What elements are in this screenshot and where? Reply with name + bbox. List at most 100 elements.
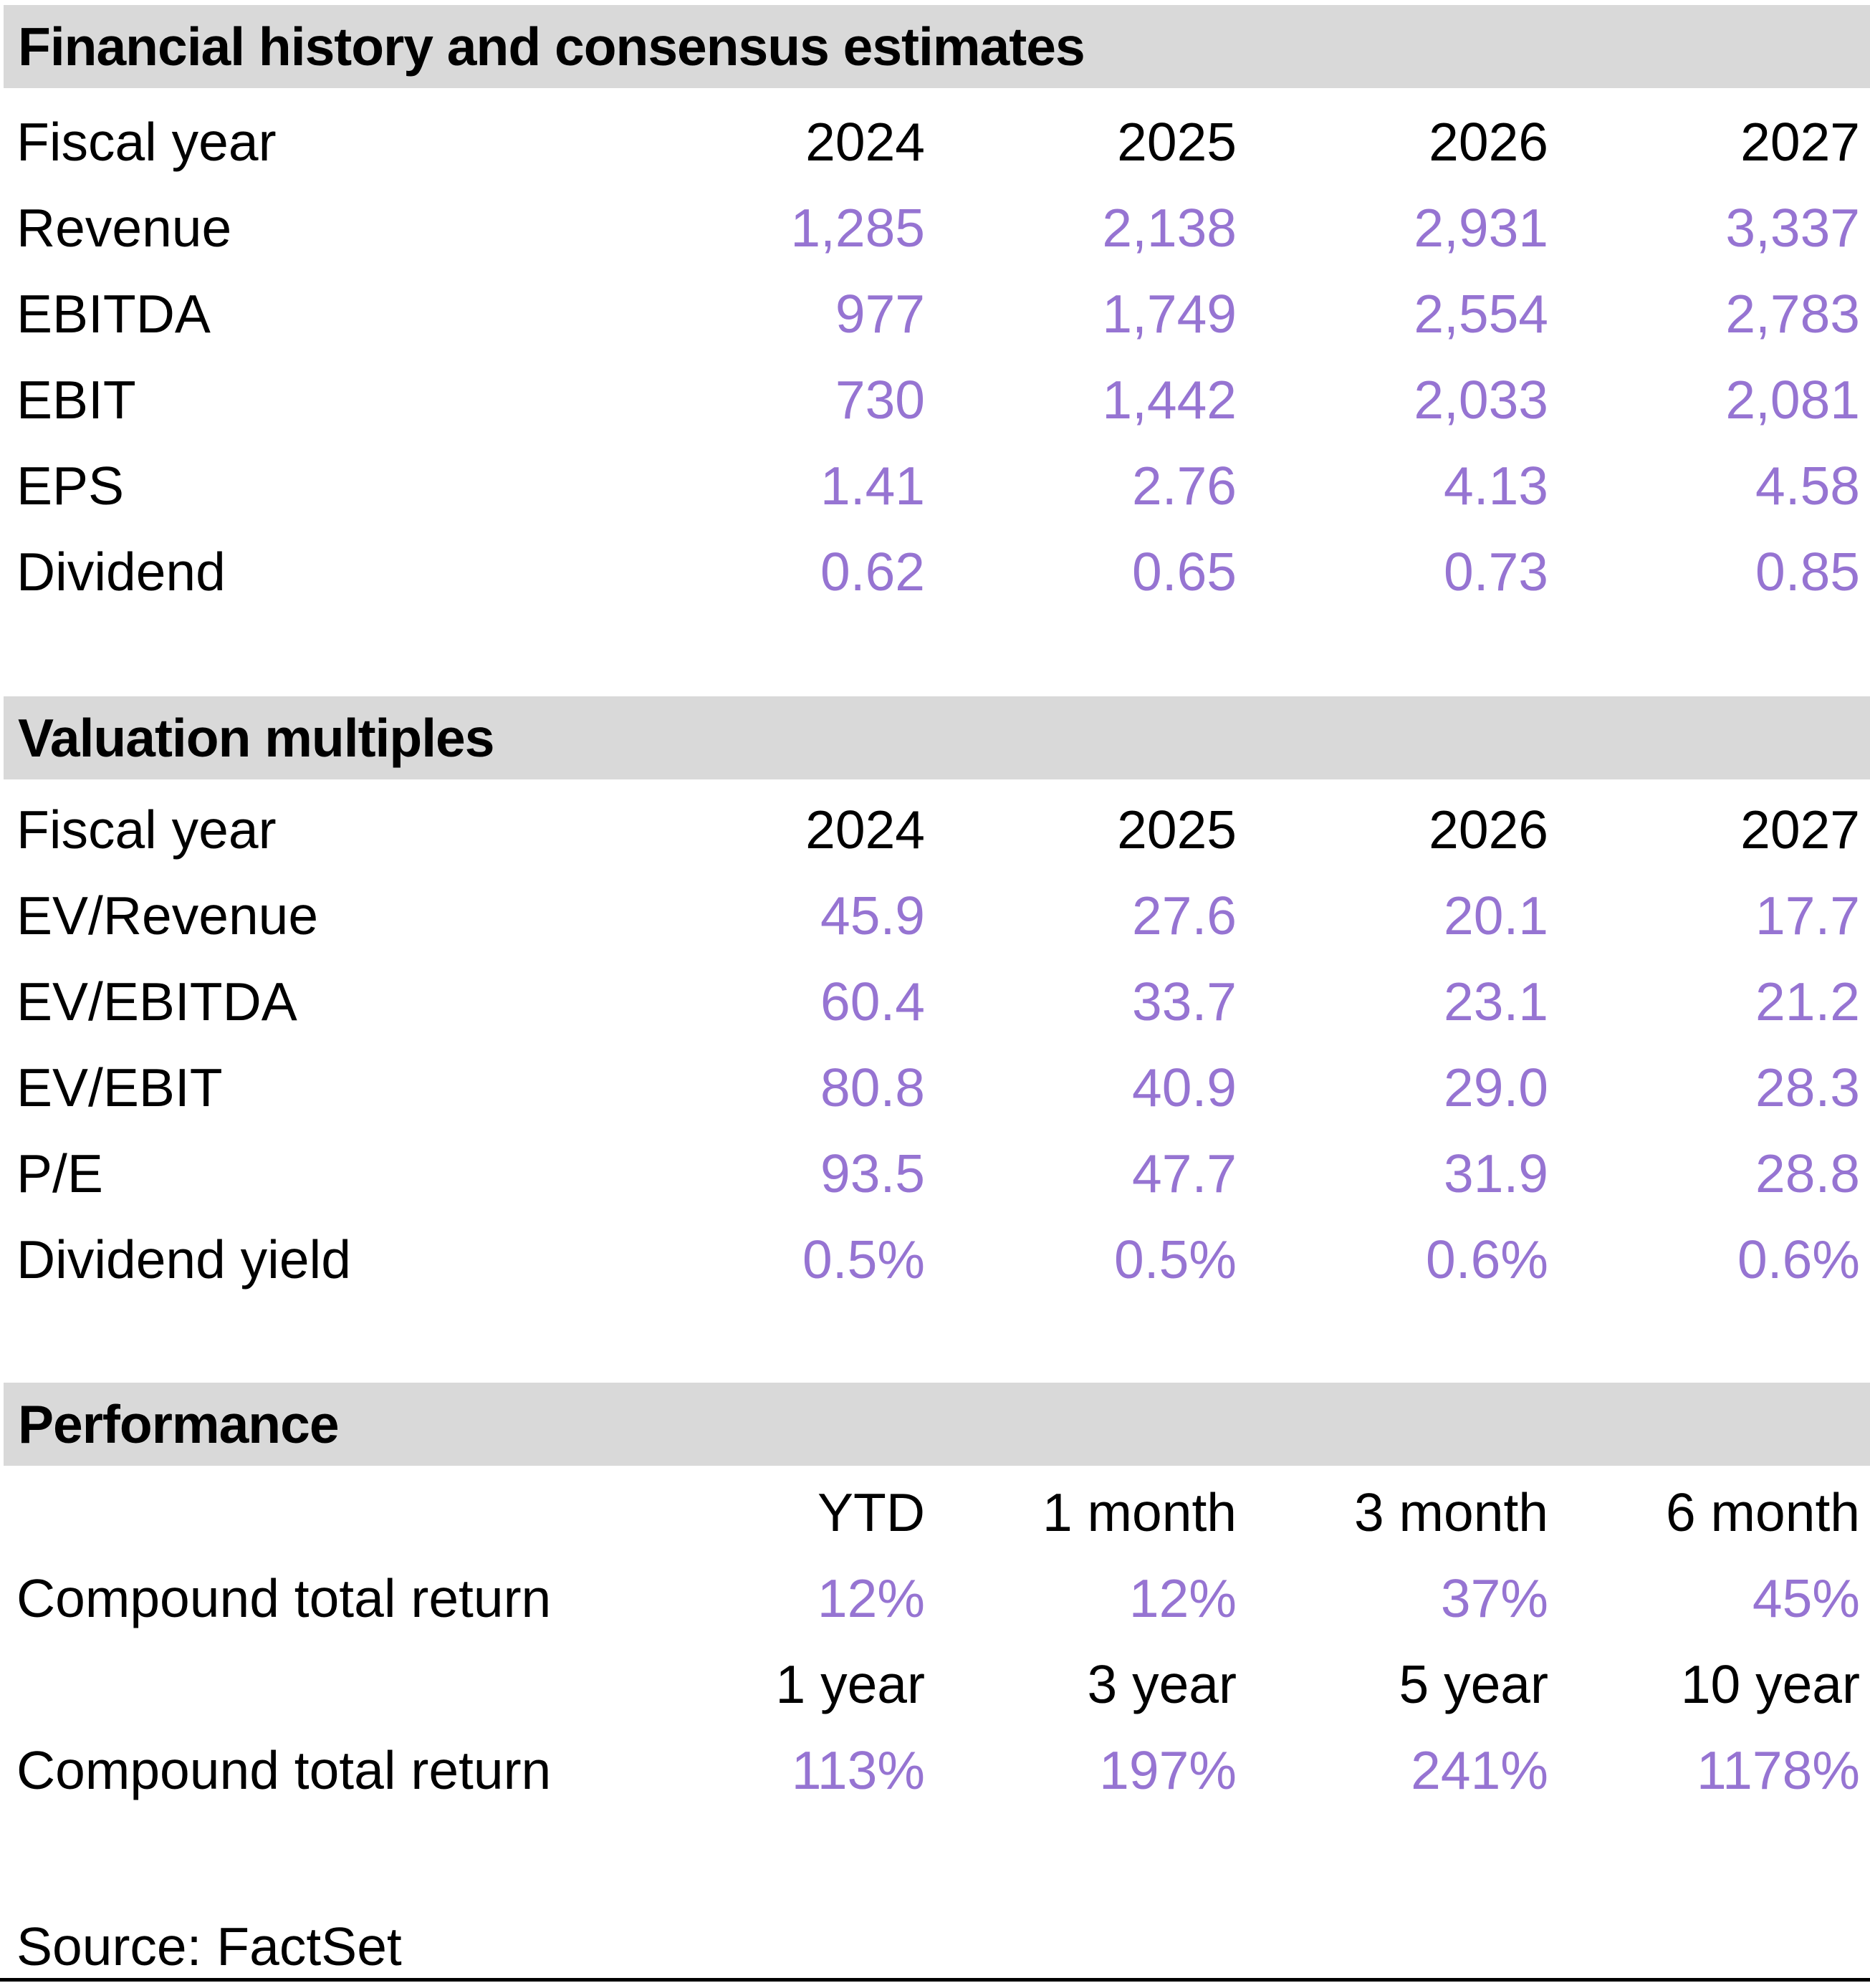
revenue-2026: 2,931 [1414, 198, 1548, 258]
return-3-month: 37% [1440, 1568, 1548, 1628]
pe-2024: 93.5 [820, 1143, 925, 1204]
ev-ebit-2027: 28.3 [1755, 1057, 1860, 1118]
row-label-eps: EPS [16, 456, 125, 516]
bottom-rule [0, 1978, 1870, 1982]
period-col-6-month: 6 month [1666, 1482, 1860, 1542]
period-col-1-year: 1 year [775, 1654, 925, 1714]
fiscal-year-label: Fiscal year [16, 799, 277, 860]
period-col-ytd: YTD [817, 1482, 925, 1542]
performance-header-row-long: 1 year 3 year 5 year 10 year [4, 1641, 1870, 1727]
year-col-2024: 2024 [805, 112, 925, 172]
row-label-dividend: Dividend [16, 542, 226, 602]
eps-2027: 4.58 [1755, 456, 1860, 516]
revenue-2024: 1,285 [790, 198, 925, 258]
dividend-2024: 0.62 [820, 542, 925, 602]
row-label-revenue: Revenue [16, 198, 232, 258]
table-row-ebit: EBIT 730 1,442 2,033 2,081 [4, 357, 1870, 443]
ebitda-2025: 1,749 [1102, 284, 1237, 344]
table-row-compound-return-short: Compound total return 12% 12% 37% 45% [4, 1555, 1870, 1641]
row-label-ev-revenue: EV/Revenue [16, 885, 319, 946]
valuation-multiples-table: Fiscal year 2024 2025 2026 2027 EV/Reven… [4, 787, 1870, 1302]
table-row-dividend: Dividend 0.62 0.65 0.73 0.85 [4, 529, 1870, 615]
period-col-1-month: 1 month [1042, 1482, 1237, 1542]
year-col-2026: 2026 [1429, 799, 1548, 860]
row-label-pe: P/E [16, 1143, 103, 1204]
ebit-2027: 2,081 [1725, 370, 1860, 430]
period-col-10-year: 10 year [1680, 1654, 1860, 1714]
year-col-2025: 2025 [1117, 112, 1237, 172]
ev-ebit-2025: 40.9 [1132, 1057, 1237, 1118]
valuation-header-row: Fiscal year 2024 2025 2026 2027 [4, 787, 1870, 873]
pe-2026: 31.9 [1444, 1143, 1548, 1204]
table-row-ev-revenue: EV/Revenue 45.9 27.6 20.1 17.7 [4, 873, 1870, 959]
period-col-5-year: 5 year [1399, 1654, 1548, 1714]
revenue-2025: 2,138 [1102, 198, 1237, 258]
return-6-month: 45% [1752, 1568, 1860, 1628]
section-title-financial-history: Financial history and consensus estimate… [18, 16, 1085, 77]
row-label-ev-ebit: EV/EBIT [16, 1057, 223, 1118]
return-1-year: 113% [791, 1740, 925, 1800]
ev-ebit-2024: 80.8 [820, 1057, 925, 1118]
table-row-ev-ebitda: EV/EBITDA 60.4 33.7 23.1 21.2 [4, 959, 1870, 1045]
table-row-ebitda: EBITDA 977 1,749 2,554 2,783 [4, 271, 1870, 357]
table-row-compound-return-long: Compound total return 113% 197% 241% 117… [4, 1727, 1870, 1813]
section-title-band-valuation-multiples: Valuation multiples [4, 696, 1870, 779]
fiscal-year-label: Fiscal year [16, 112, 277, 172]
eps-2024: 1.41 [820, 456, 925, 516]
table-row-revenue: Revenue 1,285 2,138 2,931 3,337 [4, 185, 1870, 271]
ev-ebitda-2024: 60.4 [820, 971, 925, 1032]
dividend-yield-2024: 0.5% [802, 1229, 925, 1290]
year-col-2024: 2024 [805, 799, 925, 860]
section-title-band-performance: Performance [4, 1383, 1870, 1466]
header-label-empty [4, 1469, 623, 1555]
table-row-eps: EPS 1.41 2.76 4.13 4.58 [4, 443, 1870, 529]
return-10-year: 1178% [1697, 1740, 1860, 1800]
ebitda-2026: 2,554 [1414, 284, 1548, 344]
pe-2025: 47.7 [1132, 1143, 1237, 1204]
row-label-dividend-yield: Dividend yield [16, 1229, 351, 1290]
revenue-2027: 3,337 [1725, 198, 1860, 258]
ebit-2026: 2,033 [1414, 370, 1548, 430]
dividend-2025: 0.65 [1132, 542, 1237, 602]
year-col-2026: 2026 [1429, 112, 1548, 172]
source-note: Source: FactSet [16, 1916, 402, 1977]
section-title-performance: Performance [18, 1394, 340, 1454]
eps-2025: 2.76 [1132, 456, 1237, 516]
row-label-ebit: EBIT [16, 370, 136, 430]
return-3-year: 197% [1099, 1740, 1237, 1800]
section-title-band-financial-history: Financial history and consensus estimate… [4, 5, 1870, 88]
ev-revenue-2025: 27.6 [1132, 885, 1237, 946]
dividend-yield-2027: 0.6% [1737, 1229, 1860, 1290]
performance-table: YTD 1 month 3 month 6 month Compound tot… [4, 1469, 1870, 1813]
dividend-yield-2025: 0.5% [1114, 1229, 1237, 1290]
dividend-2027: 0.85 [1755, 542, 1860, 602]
ebitda-2024: 977 [835, 284, 925, 344]
table-row-pe: P/E 93.5 47.7 31.9 28.8 [4, 1130, 1870, 1216]
pe-2027: 28.8 [1755, 1143, 1860, 1204]
ebitda-2027: 2,783 [1725, 284, 1860, 344]
row-label-compound-total-return: Compound total return [16, 1740, 552, 1800]
dividend-2026: 0.73 [1444, 542, 1548, 602]
ev-ebit-2026: 29.0 [1444, 1057, 1548, 1118]
eps-2026: 4.13 [1444, 456, 1548, 516]
dividend-yield-2026: 0.6% [1426, 1229, 1548, 1290]
ev-ebitda-2025: 33.7 [1132, 971, 1237, 1032]
year-col-2025: 2025 [1117, 799, 1237, 860]
table-row-dividend-yield: Dividend yield 0.5% 0.5% 0.6% 0.6% [4, 1216, 1870, 1302]
ev-ebitda-2026: 23.1 [1444, 971, 1548, 1032]
return-1-month: 12% [1128, 1568, 1237, 1628]
financial-history-table: Fiscal year 2024 2025 2026 2027 Revenue … [4, 99, 1870, 615]
row-label-compound-total-return: Compound total return [16, 1568, 552, 1628]
return-5-year: 241% [1411, 1740, 1548, 1800]
year-col-2027: 2027 [1740, 112, 1860, 172]
ebit-2024: 730 [835, 370, 925, 430]
year-col-2027: 2027 [1740, 799, 1860, 860]
financial-history-header-row: Fiscal year 2024 2025 2026 2027 [4, 99, 1870, 185]
performance-header-row-short: YTD 1 month 3 month 6 month [4, 1469, 1870, 1555]
row-label-ev-ebitda: EV/EBITDA [16, 971, 297, 1032]
table-row-ev-ebit: EV/EBIT 80.8 40.9 29.0 28.3 [4, 1045, 1870, 1130]
section-title-valuation-multiples: Valuation multiples [18, 708, 494, 768]
ev-revenue-2024: 45.9 [820, 885, 925, 946]
ev-revenue-2027: 17.7 [1755, 885, 1860, 946]
ev-revenue-2026: 20.1 [1444, 885, 1548, 946]
